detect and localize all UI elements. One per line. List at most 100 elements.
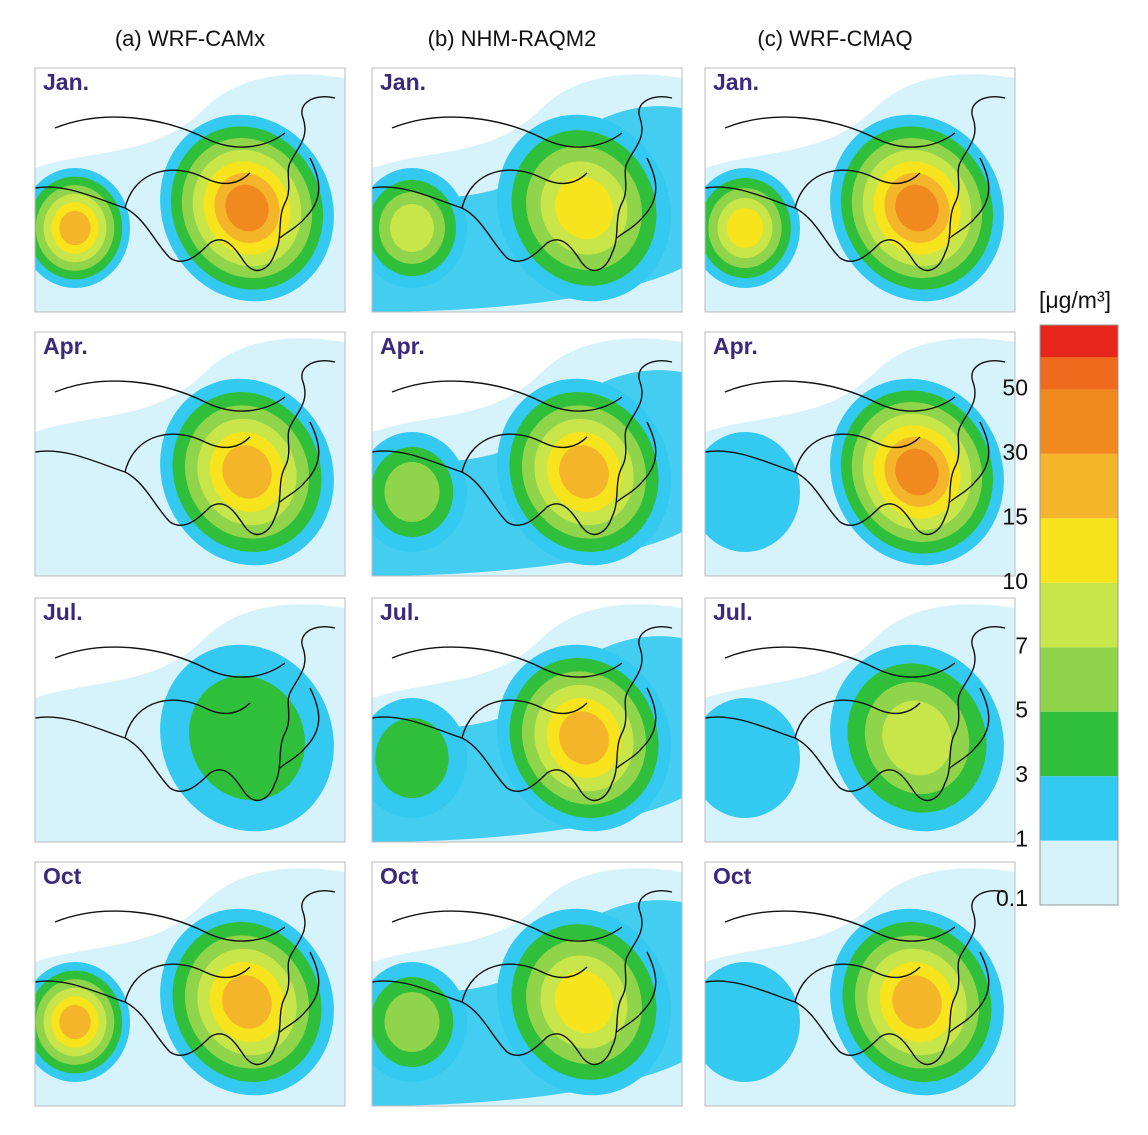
month-label: Jul. bbox=[380, 599, 420, 625]
coastline bbox=[705, 626, 1006, 802]
concentration-zone bbox=[222, 975, 272, 1029]
coastline bbox=[949, 421, 990, 503]
colorbar-band bbox=[1040, 840, 1118, 905]
coastline bbox=[279, 421, 320, 503]
colorbar-label: 5 bbox=[1015, 697, 1028, 723]
coastline bbox=[391, 646, 623, 739]
coastline bbox=[391, 910, 623, 1003]
panel-border bbox=[371, 861, 683, 1107]
colorbar-label: 7 bbox=[1015, 632, 1028, 658]
map-area bbox=[372, 598, 682, 842]
month-label: Oct bbox=[713, 863, 752, 889]
coastline bbox=[279, 157, 320, 239]
map-area bbox=[705, 332, 1015, 576]
coastline bbox=[391, 380, 623, 473]
colorbar-band bbox=[1040, 776, 1118, 841]
coastline bbox=[949, 951, 990, 1033]
colorbar-label: 0.1 bbox=[996, 885, 1028, 911]
month-label: Oct bbox=[380, 863, 419, 889]
concentration-zone bbox=[375, 718, 449, 798]
colorbar-band bbox=[1040, 647, 1118, 712]
month-label: Jul. bbox=[713, 599, 753, 625]
map-panel: Oct bbox=[34, 861, 346, 1107]
map-area bbox=[35, 862, 345, 1106]
colorbar-border bbox=[1039, 324, 1119, 906]
map-area bbox=[35, 598, 345, 842]
coastline bbox=[372, 626, 673, 802]
map-area bbox=[705, 68, 1015, 312]
map-panel: Jan. bbox=[371, 67, 683, 313]
map-area bbox=[705, 598, 1015, 842]
concentration-zone bbox=[555, 970, 613, 1034]
concentration-zone bbox=[895, 448, 939, 496]
coastline bbox=[616, 157, 657, 239]
panel-border bbox=[704, 861, 1016, 1107]
coastline bbox=[372, 360, 673, 536]
column-title: (a) WRF-CAMx bbox=[115, 26, 265, 51]
panel-border bbox=[704, 597, 1016, 843]
panel-border bbox=[34, 597, 346, 843]
colorbar-label: 1 bbox=[1015, 826, 1028, 852]
map-panel: Jan. bbox=[34, 67, 346, 313]
map-panel: Apr. bbox=[34, 331, 346, 577]
map-panel: Oct bbox=[371, 861, 683, 1107]
month-label: Apr. bbox=[43, 333, 88, 359]
coastline bbox=[54, 380, 286, 473]
panel-border bbox=[371, 597, 683, 843]
colorbar-band bbox=[1040, 325, 1118, 358]
colorbar-band bbox=[1040, 711, 1118, 777]
column-title: (c) WRF-CMAQ bbox=[757, 26, 912, 51]
panel-border bbox=[34, 67, 346, 313]
coastline bbox=[35, 360, 336, 536]
colorbar-label: 3 bbox=[1015, 761, 1028, 787]
colorbar-label: 15 bbox=[1002, 503, 1028, 529]
panel-border bbox=[371, 67, 683, 313]
coastline bbox=[35, 890, 336, 1066]
concentration-zone bbox=[384, 992, 440, 1052]
coastline bbox=[616, 421, 657, 503]
colorbar-band bbox=[1040, 389, 1118, 454]
colorbar-label: 30 bbox=[1002, 439, 1028, 465]
map-panel: Jul. bbox=[34, 597, 346, 843]
map-panel: Jul. bbox=[371, 597, 683, 843]
concentration-zone bbox=[59, 210, 91, 246]
map-area bbox=[372, 68, 682, 312]
month-label: Apr. bbox=[713, 333, 758, 359]
concentration-zone bbox=[705, 698, 800, 818]
coastline bbox=[724, 380, 956, 473]
coastline bbox=[54, 646, 286, 739]
coastline bbox=[705, 96, 1006, 272]
map-area bbox=[35, 332, 345, 576]
coastline bbox=[279, 687, 320, 769]
colorbar-label: 50 bbox=[1002, 375, 1028, 401]
panel-border bbox=[34, 861, 346, 1107]
concentration-zone bbox=[892, 975, 942, 1029]
map-area bbox=[705, 862, 1015, 1106]
colorbar-label: 10 bbox=[1002, 568, 1028, 594]
concentration-zone bbox=[555, 176, 613, 240]
panel-border bbox=[34, 331, 346, 577]
coastline bbox=[949, 687, 990, 769]
month-label: Oct bbox=[43, 863, 82, 889]
coastline bbox=[391, 116, 623, 209]
concentration-zone bbox=[59, 1004, 91, 1040]
map-panel: Apr. bbox=[371, 331, 683, 577]
column-title: (b) NHM-RAQM2 bbox=[428, 26, 597, 51]
concentration-zone bbox=[705, 432, 800, 552]
map-panel: Jul. bbox=[704, 597, 1016, 843]
colorbar-band bbox=[1040, 453, 1118, 519]
map-area bbox=[35, 68, 345, 312]
concentration-zone bbox=[390, 204, 434, 252]
panel-border bbox=[704, 67, 1016, 313]
month-label: Jul. bbox=[43, 599, 83, 625]
coastline bbox=[35, 96, 336, 272]
concentration-zone bbox=[705, 962, 800, 1082]
colorbar-band bbox=[1040, 518, 1118, 583]
colorbar-unit: [μg/m³] bbox=[1039, 287, 1111, 313]
coastline bbox=[372, 96, 673, 272]
coastline bbox=[705, 360, 1006, 536]
colorbar-band bbox=[1040, 582, 1118, 648]
map-panel: Apr. bbox=[704, 331, 1016, 577]
coastline bbox=[949, 157, 990, 239]
